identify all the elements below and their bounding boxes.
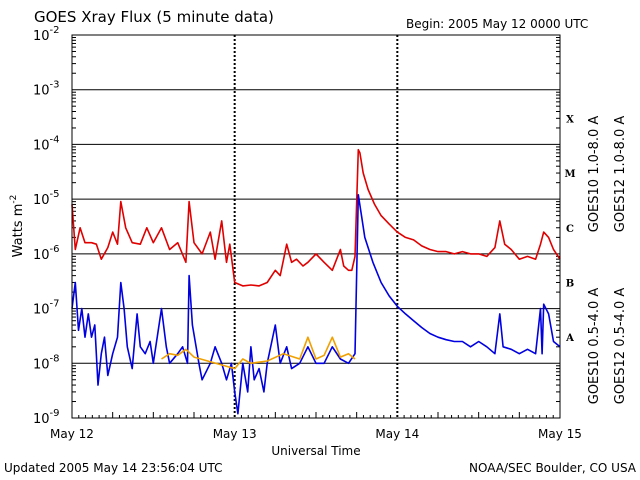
plot-frame — [71, 34, 561, 419]
y-tick-label: 10-6 — [33, 244, 60, 263]
y-tick-base: 10 — [33, 29, 50, 44]
y-tick-exponent: -9 — [50, 408, 60, 419]
y-tick-label: 10-7 — [33, 299, 60, 318]
y-tick-base: 10 — [33, 84, 50, 99]
flare-class-m: M — [564, 169, 575, 180]
series-goes12-0-5-4-0-a — [71, 194, 561, 415]
y-tick-exponent: -6 — [50, 244, 60, 255]
y-tick-base: 10 — [33, 138, 50, 153]
updated-label: Updated 2005 May 14 23:56:04 UTC — [4, 461, 222, 475]
y-tick-base: 10 — [33, 248, 50, 263]
x-tick-label: May 14 — [375, 427, 419, 441]
data-series — [71, 148, 561, 415]
y-tick-base: 10 — [33, 412, 50, 427]
legend-left: GOES10 1.0-8.0 A GOES10 0.5-4.0 A — [587, 116, 602, 405]
source-label: NOAA/SEC Boulder, CO USA — [469, 461, 637, 475]
y-tick-label: 10-3 — [33, 80, 60, 99]
flare-class-b: B — [566, 278, 574, 289]
legend-goes12-long: GOES12 1.0-8.0 A — [613, 116, 628, 233]
legend-goes10-long: GOES10 1.0-8.0 A — [587, 116, 602, 233]
axis-ticks — [72, 35, 560, 418]
y-tick-exponent: -8 — [50, 353, 60, 364]
x-tick-label: May 13 — [213, 427, 257, 441]
x-tick-label: May 15 — [538, 427, 582, 441]
legend-goes12-short: GOES12 0.5-4.0 A — [613, 288, 628, 405]
chart-title: GOES Xray Flux (5 minute data) — [34, 8, 274, 26]
y-tick-label: 10-5 — [33, 189, 60, 208]
y-tick-exponent: -4 — [50, 134, 60, 145]
y-tick-base: 10 — [33, 357, 50, 372]
x-axis-label: Universal Time — [271, 444, 360, 458]
series-goes10-0-5-4-0-a — [161, 336, 356, 370]
y-axis-label: Watts m — [11, 204, 26, 258]
y-tick-base: 10 — [33, 193, 50, 208]
y-tick-exponent: -2 — [50, 25, 60, 36]
y-tick-exponent: -7 — [50, 299, 60, 310]
y-axis-label-group: Watts m-2 — [9, 195, 26, 258]
y-tick-base: 10 — [33, 303, 50, 318]
y-tick-exponent: -3 — [50, 80, 60, 91]
grid-lines — [72, 34, 560, 419]
legend-right: GOES12 1.0-8.0 A GOES12 0.5-4.0 A — [613, 116, 628, 405]
legend-goes10-short: GOES10 0.5-4.0 A — [587, 288, 602, 405]
y-tick-labels: 10-210-310-410-510-610-710-810-9 — [33, 25, 60, 427]
y-tick-label: 10-4 — [33, 134, 60, 153]
svg-text:Watts m-2: Watts m-2 — [9, 195, 26, 258]
y-tick-label: 10-2 — [33, 25, 60, 44]
x-tick-labels: May 12 May 13 May 14 May 15 — [50, 427, 582, 441]
begin-label: Begin: 2005 May 12 0000 UTC — [406, 17, 588, 31]
flare-class-c: C — [566, 224, 574, 235]
y-axis-label-exponent: -2 — [9, 195, 19, 204]
flare-class-labels: X M C B A — [564, 114, 575, 344]
y-tick-label: 10-9 — [33, 408, 60, 427]
y-tick-label: 10-8 — [33, 353, 60, 372]
y-tick-exponent: -5 — [50, 189, 60, 200]
x-tick-label: May 12 — [50, 427, 94, 441]
series-goes12-1-0-8-0-a — [71, 148, 561, 287]
flare-class-x: X — [566, 114, 574, 125]
flare-class-a: A — [565, 333, 574, 344]
